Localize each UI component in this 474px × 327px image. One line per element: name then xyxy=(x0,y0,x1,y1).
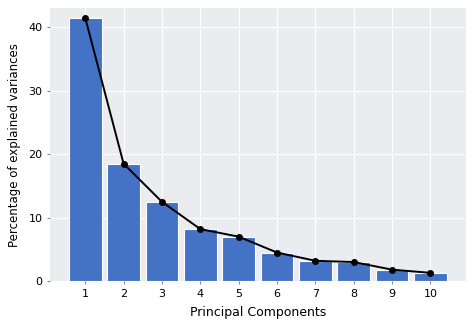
Bar xyxy=(414,273,447,281)
Bar xyxy=(184,229,217,281)
Bar xyxy=(261,252,293,281)
Bar xyxy=(107,164,140,281)
Bar xyxy=(299,261,332,281)
X-axis label: Principal Components: Principal Components xyxy=(190,306,326,319)
Bar xyxy=(337,262,370,281)
Bar xyxy=(376,270,409,281)
Y-axis label: Percentage of explained variances: Percentage of explained variances xyxy=(9,43,21,247)
Bar xyxy=(222,237,255,281)
Bar xyxy=(69,18,101,281)
Bar xyxy=(146,202,178,281)
